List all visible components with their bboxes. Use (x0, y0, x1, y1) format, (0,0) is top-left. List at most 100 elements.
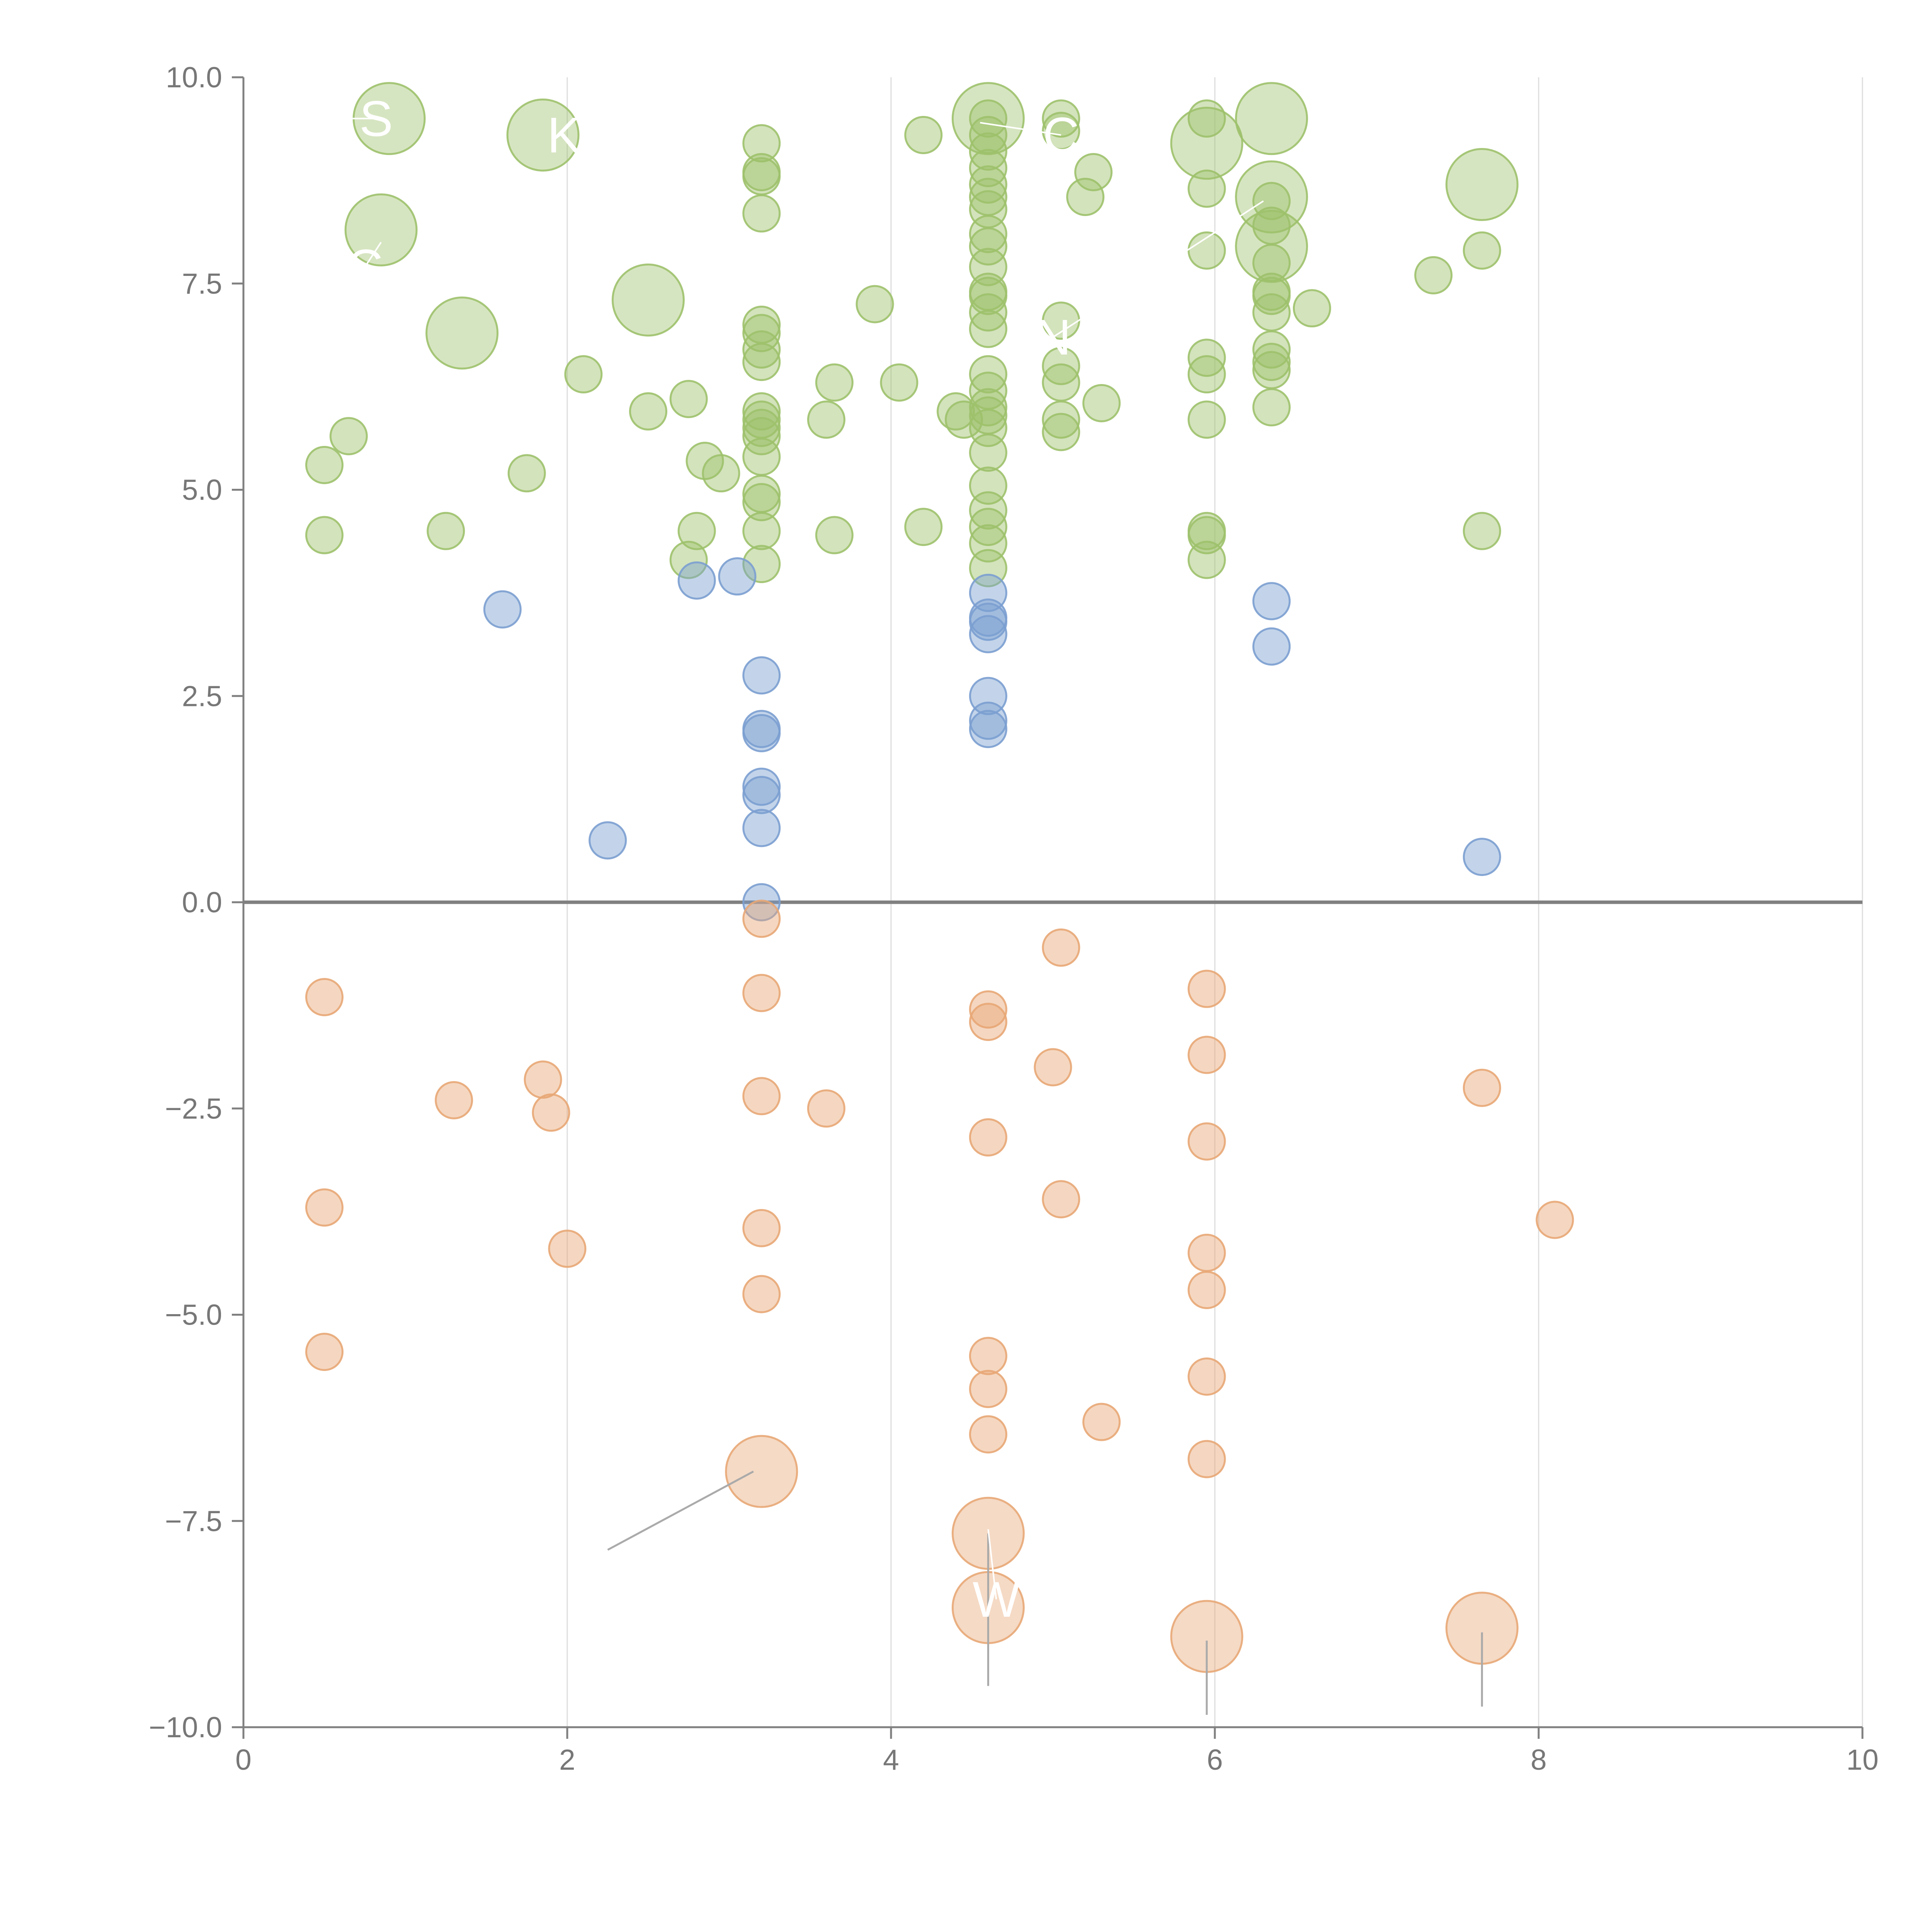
orange-data-point (1042, 1180, 1080, 1219)
orange-data-point (1082, 1403, 1121, 1441)
bubble-labels: S K C C N W (347, 90, 1264, 1628)
green-data-point (969, 132, 1007, 171)
leader-line (607, 1470, 754, 1551)
orange-data-point (524, 1060, 562, 1099)
green-data-point (742, 417, 781, 456)
blue-data-point (742, 656, 781, 695)
green-data-point (1042, 413, 1080, 451)
y-tick-label: −5.0 (165, 1299, 222, 1331)
orange-data-point (1187, 1440, 1226, 1478)
orange-data-point (742, 974, 781, 1012)
blue-data-point (969, 710, 1007, 748)
green-data-point (1187, 231, 1226, 270)
green-data-point (969, 215, 1007, 253)
bubble-label: W (973, 1571, 1020, 1628)
blue-data-point (1463, 838, 1501, 876)
green-data-point (685, 442, 724, 480)
x-tick-label: 8 (1531, 1743, 1547, 1776)
orange-data-point (305, 1333, 344, 1371)
green-data-point (969, 310, 1007, 348)
y-tick-label: −7.5 (165, 1505, 222, 1537)
green-data-point (904, 508, 943, 546)
green-large-data-point (1170, 107, 1243, 180)
blue-data-point (742, 767, 781, 806)
axis-ticks: 0 2 4 6 8 10 10.0 7.5 5.0 2.5 0.0 −2.5 −5.0 −7.5 −10.0 (149, 61, 1879, 1776)
green-data-point (1042, 99, 1080, 138)
green-data-point (1252, 343, 1291, 381)
green-data-point (815, 516, 854, 554)
y-tick-label: −2.5 (165, 1092, 222, 1125)
green-data-point (969, 388, 1007, 427)
orange-large-data-point (725, 1435, 798, 1508)
orange-data-point (1187, 1357, 1226, 1396)
orange-data-point (548, 1230, 587, 1268)
green-large-data-point (344, 193, 418, 267)
green-large-data-point (1235, 210, 1308, 283)
blue-data-point (742, 883, 781, 922)
green-data-point (1187, 338, 1226, 377)
orange-data-point (305, 1188, 344, 1227)
orange-data-point (305, 978, 344, 1017)
green-data-point (1252, 351, 1291, 389)
orange-data-point (969, 1370, 1007, 1408)
y-tick-label: 0.0 (182, 886, 222, 918)
green-data-point (1042, 400, 1080, 439)
y-tick-label: 7.5 (182, 267, 222, 300)
orange-data-point (1187, 1270, 1226, 1309)
green-data-point (669, 380, 708, 418)
green-large-data-point (425, 296, 499, 370)
green-data-point (742, 483, 781, 522)
green-data-point (742, 314, 781, 352)
orange-data-point (1463, 1068, 1501, 1107)
green-large-data-point (506, 98, 580, 172)
green-data-point (969, 277, 1007, 315)
bubble-label: C (1043, 107, 1079, 163)
green-data-point (815, 363, 854, 402)
green-data-point (1252, 277, 1291, 315)
green-data-point (1252, 388, 1291, 427)
green-data-point (1187, 355, 1226, 394)
x-tick-label: 2 (559, 1743, 575, 1776)
green-data-point (742, 157, 781, 196)
green-data-point (1042, 363, 1080, 402)
orange-data-point (742, 900, 781, 938)
green-data-point (969, 491, 1007, 530)
green-data-point (1293, 289, 1331, 328)
green-data-point (1082, 384, 1121, 422)
orange-data-point (1187, 969, 1226, 1008)
blue-data-point (588, 821, 627, 860)
bubble-label: N (1035, 309, 1071, 366)
green-data-point (1042, 112, 1080, 150)
orange-data-point (969, 990, 1007, 1029)
x-tick-label: 4 (883, 1743, 899, 1776)
green-data-point (1042, 347, 1080, 385)
green-data-point (1252, 330, 1291, 369)
orange-data-point (1042, 928, 1080, 967)
orange-data-point (742, 1077, 781, 1116)
orange-data-point (969, 1118, 1007, 1156)
green-data-point (969, 99, 1007, 138)
orange-data-point (1187, 1233, 1226, 1272)
green-data-point (742, 124, 781, 163)
green-data-point (677, 512, 716, 550)
green-data-point (880, 363, 918, 402)
green-large-data-point (612, 263, 685, 337)
green-data-point (742, 194, 781, 233)
green-data-point (969, 355, 1007, 394)
blue-data-point (742, 809, 781, 847)
y-tick-label: −10.0 (149, 1711, 222, 1743)
blue-data-point (742, 776, 781, 814)
green-data-point (702, 454, 740, 493)
orange-data-point (969, 1415, 1007, 1454)
green-large-data-point (1235, 82, 1308, 155)
label-connector (364, 242, 382, 268)
x-tick-label: 10 (1846, 1743, 1878, 1776)
green-data-point (742, 437, 781, 476)
blue-data-point (718, 557, 757, 596)
green-data-point (969, 508, 1007, 546)
bubble-label: K (547, 107, 581, 163)
y-tick-label: 2.5 (182, 680, 222, 712)
green-data-point (1187, 541, 1226, 579)
green-data-point (945, 400, 983, 439)
